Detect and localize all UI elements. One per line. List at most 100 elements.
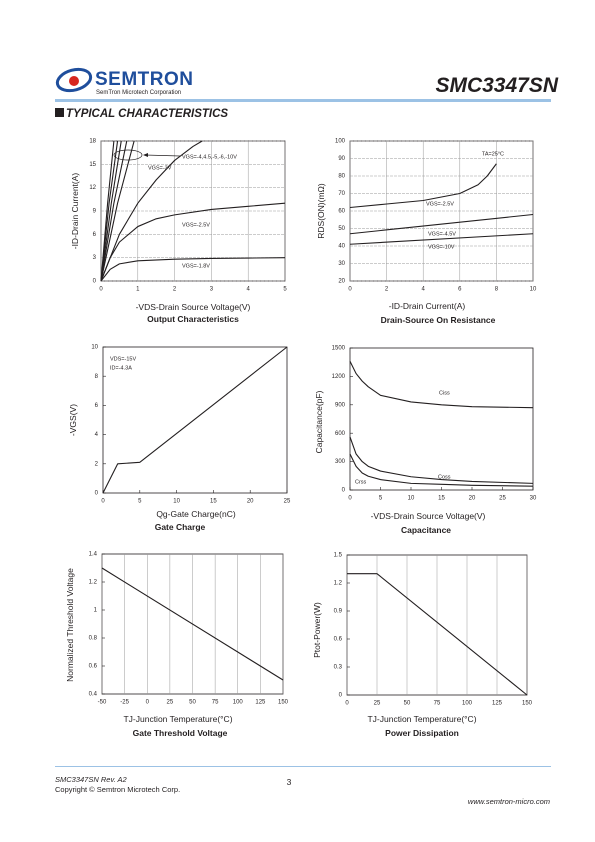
x-tick-label: 0	[345, 701, 349, 707]
x-tick-label: -25	[120, 700, 129, 706]
annotation: VGS=-3V	[148, 165, 172, 171]
y-tick-label: 0	[339, 693, 343, 699]
x-tick-label: 75	[212, 700, 219, 706]
x-tick-label: 125	[255, 700, 266, 706]
y-tick-label: 1500	[332, 346, 346, 352]
series-line	[347, 573, 528, 696]
x-tick-label: 5	[379, 496, 383, 502]
charts: 0 1 2 3 4 50369121518VGS=-4,4.5,-5,-6,-10VVGS…	[65, 139, 537, 738]
x-tick-label: 6	[458, 287, 462, 293]
annotation: VGS=-4,4.5,-5,-6,-10V	[182, 154, 237, 160]
x-axis-label: Qg-Gate Charge(nC)	[156, 509, 236, 519]
y-tick-label: 1	[94, 608, 98, 614]
x-tick-label: 100	[233, 700, 244, 706]
y-tick-label: 4	[95, 432, 99, 438]
y-tick-label: 0	[93, 279, 97, 285]
y-axis-label: -VGS(V)	[68, 404, 78, 436]
y-tick-label: 15	[89, 162, 96, 168]
y-tick-label: 2	[95, 461, 99, 467]
y-tick-label: 18	[89, 139, 96, 145]
annotation: VGS=-10V	[428, 244, 455, 250]
y-tick-label: 6	[95, 403, 99, 409]
y-tick-label: 1.2	[89, 580, 98, 586]
callout-arrow	[144, 154, 181, 157]
x-tick-label: 20	[469, 496, 476, 502]
callout-arrowhead	[143, 153, 148, 157]
header-rule	[55, 99, 551, 102]
y-tick-label: 1.4	[89, 552, 98, 558]
y-tick-label: 3	[93, 255, 97, 261]
plot-frame	[349, 347, 534, 491]
series-line	[349, 233, 534, 245]
y-tick-label: 6	[93, 232, 97, 238]
series-line	[101, 567, 284, 681]
y-axis-label: Capacitance(pF)	[314, 390, 324, 453]
logo-text: SEMTRON	[95, 69, 194, 90]
x-tick-label: 25	[284, 499, 291, 505]
x-tick-label: 25	[374, 701, 381, 707]
series-line	[349, 213, 534, 235]
callout-ellipse	[113, 149, 143, 161]
annotation: Ciss	[439, 390, 450, 396]
x-tick-label: 0	[348, 496, 352, 502]
y-tick-label: 300	[335, 459, 346, 465]
series-line	[100, 140, 135, 282]
x-tick-label: 10	[408, 496, 415, 502]
chart-title: Power Dissipation	[385, 728, 459, 738]
chart: 0 5 10 15 20 25 0 2 4 6 8 10 VDS=-15V ID=-4.3A Qg-Gate…	[68, 345, 291, 532]
y-tick-label: 0	[342, 488, 346, 494]
chart-title: Gate Charge	[155, 522, 206, 532]
y-tick-label: 1.2	[334, 581, 343, 587]
x-tick-label: 50	[189, 700, 196, 706]
y-tick-label: 900	[335, 402, 346, 408]
chart: -50 -25 0 25 50 75 100 125 150 0.4 0.6 0.8 1 1.2 1.4 TJ…	[65, 552, 289, 738]
annotation: Coss	[438, 474, 451, 480]
chart-title: Output Characteristics	[147, 314, 239, 324]
y-axis-label: RDS(ON)(mΩ)	[316, 183, 326, 239]
y-tick-label: 90	[338, 156, 345, 162]
y-tick-label: 0.6	[334, 637, 343, 643]
x-tick-label: 20	[247, 499, 254, 505]
x-tick-label: 5	[283, 287, 287, 293]
page-number: 3	[287, 777, 292, 787]
x-tick-label: 15	[438, 496, 445, 502]
series-line	[100, 202, 286, 282]
y-tick-label: 9	[93, 209, 97, 215]
x-axis-label: -VDS-Drain Source Voltage(V)	[136, 302, 251, 312]
x-tick-label: -50	[98, 700, 107, 706]
y-tick-label: 10	[91, 345, 98, 351]
annotation: VGS=-1.8V	[182, 263, 210, 269]
chart-title: Drain-Source On Resistance	[381, 315, 496, 325]
x-tick-label: 4	[247, 287, 251, 293]
y-tick-label: 0.4	[89, 692, 98, 698]
x-tick-label: 25	[499, 496, 506, 502]
y-tick-label: 60	[338, 209, 345, 215]
x-tick-label: 0	[146, 700, 150, 706]
y-tick-label: 0.3	[334, 665, 343, 671]
chart: 0 1 2 3 4 50369121518VGS=-4,4.5,-5,-6,-10VVGS…	[70, 139, 287, 324]
x-tick-label: 100	[462, 701, 473, 707]
plot-frame	[102, 346, 288, 494]
x-tick-label: 75	[434, 701, 441, 707]
chart: 0 2 4 6 8 10 20 30 40 50 60 70 80 90 100 TA=25°C VGS=-2.…	[316, 139, 537, 325]
series-line	[102, 346, 288, 494]
series-line	[100, 140, 115, 282]
series-line	[100, 140, 203, 282]
series-line	[349, 361, 534, 409]
x-tick-label: 10	[530, 287, 537, 293]
y-axis-label: Normalized Threshold Voltage	[65, 568, 75, 682]
annotation: VDS=-15V	[110, 356, 136, 362]
logo-dot	[69, 76, 79, 86]
x-tick-label: 8	[495, 287, 499, 293]
x-tick-label: 3	[210, 287, 214, 293]
x-axis-label: -ID-Drain Current(A)	[389, 301, 466, 311]
x-tick-label: 10	[173, 499, 180, 505]
logo: SEMTRON SemTron Microtech Corporation	[55, 67, 194, 96]
x-tick-label: 25	[167, 700, 174, 706]
y-tick-label: 80	[338, 174, 345, 180]
y-tick-label: 30	[338, 261, 345, 267]
annotation: VGS=-2.5V	[426, 201, 454, 207]
y-tick-label: 70	[338, 191, 345, 197]
x-tick-label: 0	[101, 499, 105, 505]
